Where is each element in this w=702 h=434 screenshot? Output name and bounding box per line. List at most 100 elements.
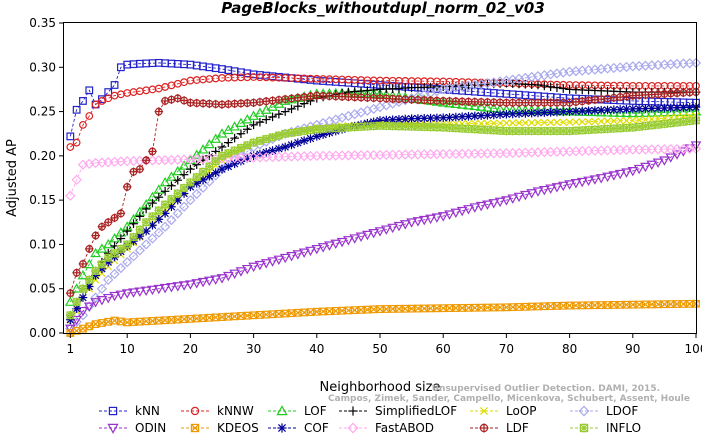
- point-odin: [551, 183, 563, 193]
- point-simplifiedlof: [129, 219, 138, 229]
- point-inflo: [110, 248, 119, 258]
- point-lof: [665, 106, 677, 117]
- point-ldf: [78, 259, 88, 269]
- point-kdeos: [376, 305, 384, 313]
- legend-marker: [277, 423, 287, 433]
- legend-marker: [108, 406, 118, 416]
- x-tick-label: 30: [246, 342, 261, 356]
- legend-label: LDF: [506, 421, 529, 434]
- point-kdeos: [470, 303, 479, 312]
- y-tick-label: 0.05: [29, 282, 56, 296]
- point-odin: [229, 269, 240, 279]
- point-odin: [330, 239, 342, 250]
- point-odin: [210, 275, 222, 285]
- point-simplifiedlof: [255, 117, 265, 127]
- point-simplifiedlof: [224, 138, 233, 147]
- point-kdeos: [565, 301, 574, 310]
- legend-item-lof: LOF: [268, 404, 327, 418]
- point-cof: [293, 138, 303, 148]
- point-lof: [684, 106, 696, 116]
- point-odin: [406, 218, 417, 228]
- point-loop: [490, 119, 498, 127]
- point-ldf: [135, 164, 145, 174]
- point-odin: [494, 197, 506, 208]
- point-odin: [178, 281, 190, 291]
- point-loop: [527, 119, 536, 127]
- point-odin: [513, 192, 525, 203]
- point-loop: [565, 118, 574, 126]
- point-knnw: [104, 94, 113, 103]
- point-odin: [469, 203, 481, 213]
- point-kdeos: [79, 324, 87, 333]
- point-simplifiedlof: [173, 175, 183, 185]
- watermark-line-1: Unsupervised Outlier Detection. DAMI, 20…: [432, 384, 660, 394]
- point-cof: [287, 140, 296, 150]
- point-kdeos: [135, 317, 144, 326]
- point-simplifiedlof: [217, 142, 227, 152]
- point-cof: [78, 293, 88, 302]
- series-line-loop: [69, 115, 697, 325]
- point-kdeos: [224, 312, 233, 321]
- y-tick-label: 0.15: [29, 193, 56, 207]
- point-kdeos: [685, 299, 694, 308]
- point-cof: [451, 112, 461, 122]
- point-knn: [85, 86, 94, 95]
- point-simplifiedlof: [154, 192, 164, 202]
- point-lof: [589, 106, 601, 117]
- point-knn: [66, 132, 75, 141]
- point-odin: [102, 293, 114, 304]
- point-odin: [507, 194, 519, 204]
- point-loop: [515, 119, 523, 127]
- point-lof: [614, 107, 626, 117]
- point-inflo: [280, 129, 290, 139]
- point-ldof: [122, 256, 133, 268]
- point-odin: [450, 208, 462, 219]
- point-loop: [546, 118, 555, 127]
- point-loop: [641, 115, 650, 124]
- point-odin: [317, 243, 329, 253]
- point-inflo: [72, 297, 81, 307]
- point-kdeos: [496, 303, 504, 312]
- point-cof: [160, 209, 170, 218]
- point-simplifiedlof: [280, 107, 290, 116]
- ticks-layer: 1 10 20 30 40 50 60 70 80 90 100 0.00 0.05 0.10 0.15 0.…: [29, 16, 702, 356]
- point-knnw: [79, 120, 87, 129]
- point-odin: [520, 190, 531, 201]
- point-cof: [565, 107, 574, 116]
- point-odin: [393, 221, 405, 232]
- point-kdeos: [85, 322, 94, 331]
- point-ldf: [129, 167, 138, 177]
- point-odin: [532, 187, 544, 197]
- point-knnw: [66, 143, 75, 151]
- point-inflo: [622, 123, 631, 133]
- point-inflo: [533, 126, 543, 136]
- point-inflo: [122, 240, 132, 249]
- point-kdeos: [256, 311, 264, 319]
- point-cof: [280, 142, 290, 152]
- legend-item-knnw: kNNW: [181, 404, 254, 418]
- point-simplifiedlof: [533, 80, 543, 90]
- point-cof: [205, 171, 214, 181]
- legend-label: kNNW: [217, 404, 254, 418]
- point-loop: [540, 118, 549, 127]
- point-odin: [336, 237, 348, 248]
- legend-item-ldof: LDOF: [570, 404, 638, 418]
- point-ldof: [71, 316, 82, 328]
- legend-label: LDOF: [606, 404, 638, 418]
- point-simplifiedlof: [558, 84, 568, 93]
- point-kdeos: [300, 308, 309, 317]
- point-kdeos: [489, 303, 498, 312]
- series-inflo: [66, 116, 701, 320]
- point-odin: [260, 259, 272, 269]
- point-odin: [589, 175, 601, 185]
- point-kdeos: [186, 314, 195, 323]
- point-loop: [477, 119, 485, 128]
- point-kdeos: [540, 302, 549, 311]
- legend-marker: [347, 422, 359, 434]
- point-odin: [235, 267, 247, 277]
- point-odin: [298, 248, 310, 258]
- point-simplifiedlof: [160, 186, 170, 196]
- point-odin: [134, 287, 146, 297]
- point-kdeos: [91, 320, 100, 329]
- legend-label: LOF: [304, 404, 327, 418]
